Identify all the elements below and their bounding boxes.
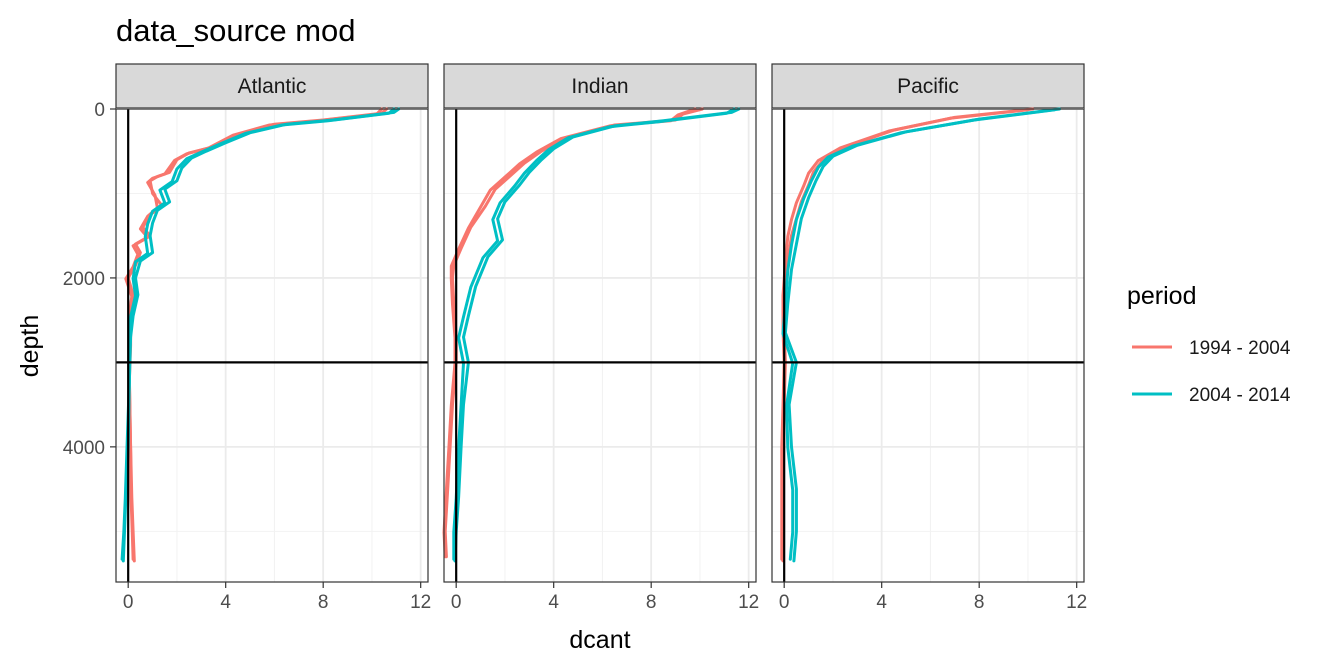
- facet-atlantic: Atlantic 0 4 8 12 0 2000 4000: [63, 63, 431, 613]
- x-tick-label: 12: [738, 592, 759, 613]
- facet-strip: [443, 63, 757, 109]
- chart-title: data_source mod: [116, 13, 356, 48]
- x-axis-title: dcant: [569, 626, 630, 654]
- facet-strip-label: Indian: [571, 75, 628, 98]
- panel-border: [115, 108, 429, 583]
- facet-pacific: Pacific 0 4 8 12: [771, 63, 1087, 613]
- panel-background: [116, 109, 428, 582]
- series-line-2004-2014: [452, 107, 736, 561]
- x-tick-label: 8: [974, 592, 985, 613]
- x-tick-label: 0: [123, 592, 134, 613]
- facet-strip-label: Atlantic: [238, 75, 307, 98]
- x-tick-label: 8: [646, 592, 657, 613]
- legend-label-1994-2004: 1994 - 2004: [1189, 338, 1291, 359]
- legend: period 1994 - 2004 2004 - 2014: [1127, 282, 1291, 406]
- y-tick-label: 4000: [63, 438, 105, 459]
- legend-title: period: [1127, 282, 1197, 310]
- x-tick-label: 8: [318, 592, 329, 613]
- facet-strip: [115, 63, 429, 109]
- series-line-2004-2014: [781, 108, 1057, 561]
- y-tick-label: 2000: [63, 269, 105, 290]
- y-tick-label: 0: [94, 100, 105, 121]
- y-axis-title: depth: [16, 315, 44, 378]
- x-tick-label: 12: [410, 592, 431, 613]
- facet-strip-label: Pacific: [897, 75, 959, 98]
- panel-border: [771, 108, 1085, 583]
- panel-border: [443, 108, 757, 583]
- panel-background: [772, 109, 1084, 582]
- x-tick-label: 0: [451, 592, 462, 613]
- facet-indian: Indian 0 4 8 12: [442, 63, 759, 613]
- facet-strip: [771, 63, 1085, 109]
- series-line-1994-2004: [780, 108, 1030, 561]
- x-tick-label: 0: [779, 592, 790, 613]
- legend-label-2004-2014: 2004 - 2014: [1189, 385, 1291, 406]
- panel-background: [444, 109, 756, 582]
- x-tick-label: 4: [876, 592, 887, 613]
- x-tick-label: 4: [548, 592, 559, 613]
- x-tick-label: 12: [1066, 592, 1087, 613]
- x-tick-label: 4: [220, 592, 231, 613]
- series-line-2004-2014: [120, 107, 396, 561]
